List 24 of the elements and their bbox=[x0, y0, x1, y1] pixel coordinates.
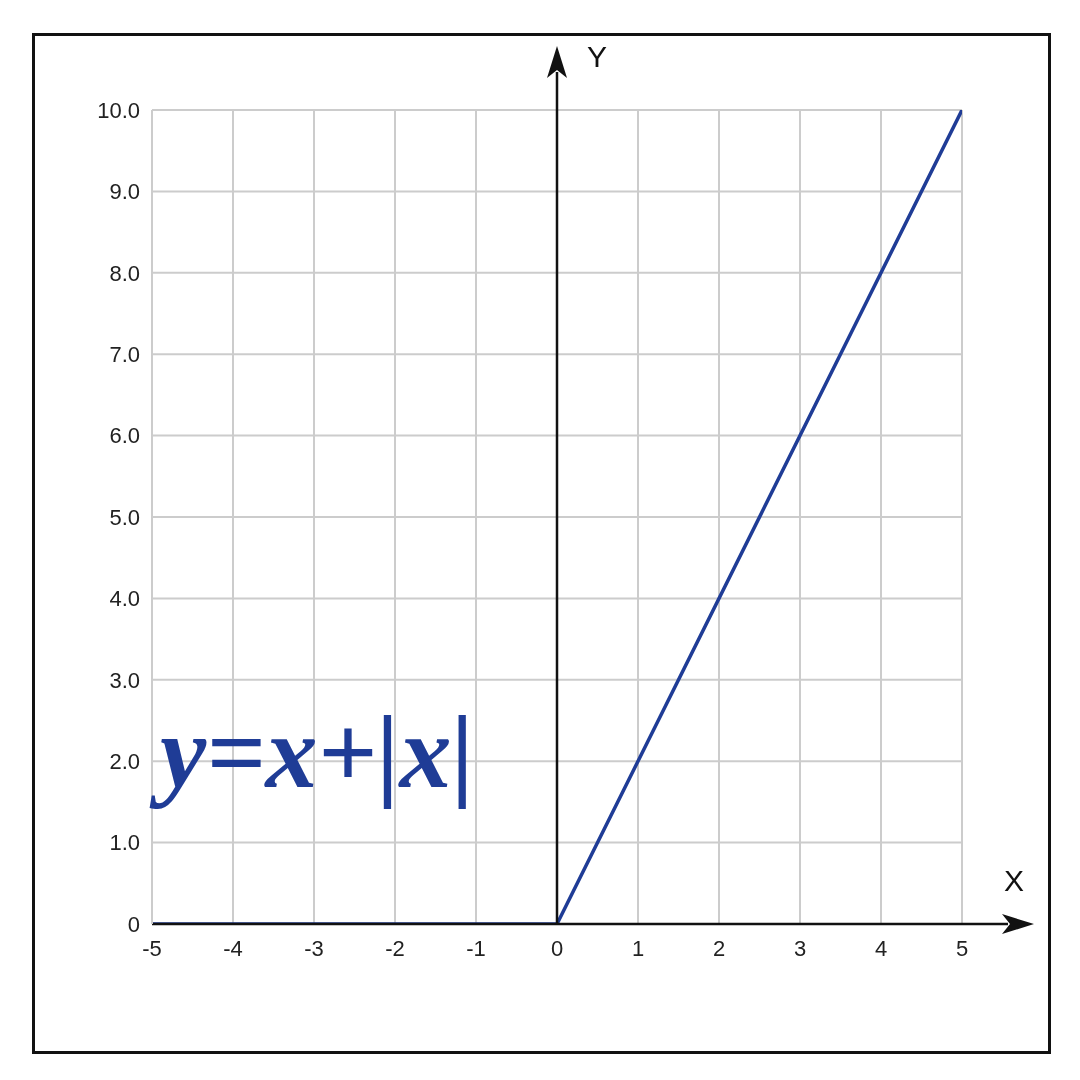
x-tick-label: -4 bbox=[223, 935, 243, 961]
y-tick-label: 0 bbox=[127, 911, 140, 937]
x-tick-label: 3 bbox=[793, 935, 807, 961]
y-tick-label: 10.0 bbox=[97, 97, 140, 123]
y-tick-label: 8.0 bbox=[109, 260, 140, 286]
y-tick-label: 1.0 bbox=[109, 830, 140, 856]
x-tick-label: -1 bbox=[466, 935, 486, 961]
y-axis-title: Y bbox=[587, 40, 608, 74]
y-tick-label: 2.0 bbox=[109, 749, 140, 775]
x-tick-label: 1 bbox=[631, 935, 645, 961]
y-tick-label: 9.0 bbox=[109, 179, 140, 205]
y-tick-label: 3.0 bbox=[109, 667, 140, 693]
x-tick-label: -2 bbox=[385, 935, 405, 961]
x-tick-label: 5 bbox=[955, 935, 969, 961]
x-tick-label: -3 bbox=[304, 935, 324, 961]
x-tick-label: 4 bbox=[874, 935, 888, 961]
x-axis-title: X bbox=[1004, 864, 1025, 898]
y-tick-label: 5.0 bbox=[109, 504, 140, 530]
x-tick-label: 0 bbox=[550, 935, 564, 961]
x-tick-label: 2 bbox=[712, 935, 726, 961]
y-tick-label: 6.0 bbox=[109, 423, 140, 449]
y-tick-label: 7.0 bbox=[109, 342, 140, 368]
x-tick-label: -5 bbox=[142, 935, 162, 961]
y-tick-label: 4.0 bbox=[109, 586, 140, 612]
